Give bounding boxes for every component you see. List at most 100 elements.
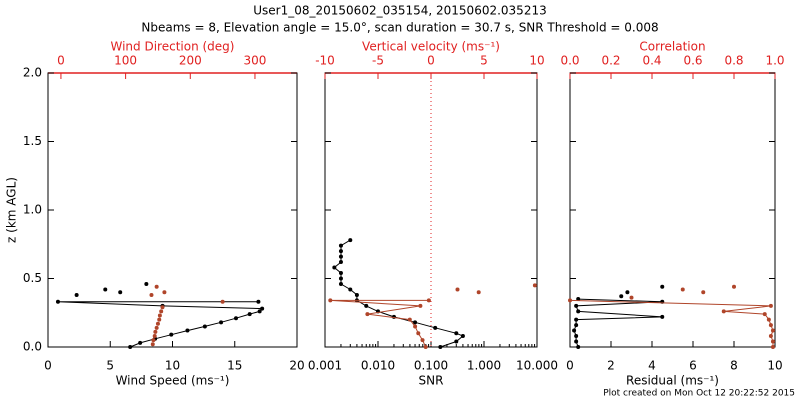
profile-point bbox=[625, 290, 630, 295]
profile-point bbox=[568, 298, 572, 303]
profile-point bbox=[144, 281, 149, 286]
x-tick-label: 15 bbox=[227, 359, 242, 373]
profile-point bbox=[151, 338, 156, 343]
x-tick-label: 0 bbox=[44, 359, 52, 373]
profile-point bbox=[247, 312, 252, 317]
profile-point bbox=[155, 321, 160, 326]
profile-point bbox=[732, 284, 736, 289]
profile-point bbox=[416, 331, 421, 336]
profile-point bbox=[454, 331, 459, 336]
x2-axis-label: Correlation bbox=[639, 40, 705, 54]
profile-point bbox=[420, 338, 425, 343]
profile-point bbox=[202, 324, 207, 329]
profile-point bbox=[619, 294, 624, 299]
chart-subtitle: Nbeams = 8, Elevation angle = 15.0°, sca… bbox=[141, 21, 658, 35]
profile-point bbox=[169, 332, 174, 337]
profile-point bbox=[768, 334, 773, 339]
profile-point bbox=[150, 342, 155, 347]
x2-tick-label: 200 bbox=[179, 54, 202, 68]
profile-point bbox=[576, 309, 581, 314]
x-axis-label: Wind Speed (ms⁻¹) bbox=[116, 374, 230, 388]
profile-point bbox=[260, 306, 265, 311]
x2-tick-label: 0.4 bbox=[642, 54, 661, 68]
x-axis-label: SNR bbox=[419, 374, 444, 388]
profile-point bbox=[476, 290, 481, 295]
x2-axis-label: Vertical velocity (ms⁻¹) bbox=[362, 40, 500, 54]
profile-point bbox=[160, 305, 165, 310]
x-tick-label: 8 bbox=[730, 359, 738, 373]
profile-point bbox=[338, 249, 343, 254]
plot-frame bbox=[569, 72, 776, 348]
x2-tick-label: 5 bbox=[480, 54, 488, 68]
x-tick-label: 10 bbox=[165, 359, 180, 373]
profile-point bbox=[455, 287, 460, 292]
profile-point bbox=[701, 290, 706, 295]
x2-tick-label: 0.2 bbox=[601, 54, 620, 68]
profile-line bbox=[57, 301, 264, 348]
profile-point bbox=[454, 339, 459, 344]
profile-point bbox=[572, 328, 577, 333]
profile-point bbox=[460, 334, 465, 339]
x-tick-label: 10.000 bbox=[516, 359, 558, 373]
profile-point bbox=[338, 254, 343, 259]
x2-tick-label: 0 bbox=[427, 54, 435, 68]
profile-point bbox=[162, 290, 167, 295]
x2-tick-label: -5 bbox=[372, 54, 384, 68]
profile-point bbox=[338, 276, 343, 281]
profile-point bbox=[768, 303, 773, 308]
profile-point bbox=[55, 299, 60, 304]
profile-point bbox=[74, 292, 79, 297]
profile-point bbox=[153, 329, 158, 334]
profile-point bbox=[338, 260, 343, 265]
x-tick-label: 2 bbox=[607, 359, 615, 373]
profile-point bbox=[574, 317, 579, 322]
profile-line bbox=[569, 299, 774, 347]
profile-point bbox=[220, 299, 225, 304]
x2-tick-label: 1.0 bbox=[765, 54, 784, 68]
profile-line bbox=[573, 298, 663, 348]
profile-point bbox=[680, 287, 685, 292]
profile-point bbox=[574, 303, 579, 308]
x-tick-label: 20 bbox=[289, 359, 304, 373]
chart-title: User1_08_20150602_035154, 20150602.03521… bbox=[253, 4, 546, 18]
profile-point bbox=[433, 325, 438, 330]
profile-point bbox=[256, 299, 261, 304]
x2-tick-label: -10 bbox=[315, 54, 335, 68]
profile-point bbox=[149, 292, 154, 297]
x-tick-label: 5 bbox=[106, 359, 114, 373]
profile-point bbox=[348, 238, 353, 243]
profile-point bbox=[770, 339, 775, 344]
profile-point bbox=[338, 271, 343, 276]
profile-point bbox=[348, 287, 353, 292]
profile-line bbox=[333, 239, 464, 348]
profile-point bbox=[364, 303, 369, 308]
y-tick-label: 2.0 bbox=[23, 66, 42, 80]
x2-tick-label: 0.0 bbox=[560, 54, 579, 68]
profile-point bbox=[766, 317, 771, 322]
x-tick-label: 0.010 bbox=[361, 359, 395, 373]
x2-axis-label: Wind Direction (deg) bbox=[111, 40, 235, 54]
profile-point bbox=[438, 345, 443, 349]
profile-point bbox=[338, 243, 343, 248]
profile-point bbox=[762, 312, 767, 317]
profile-point bbox=[154, 284, 159, 289]
profile-point bbox=[103, 287, 108, 292]
x-tick-label: 4 bbox=[648, 359, 656, 373]
profile-point bbox=[770, 345, 775, 349]
profile-point bbox=[332, 265, 337, 270]
profile-point bbox=[413, 320, 418, 325]
x2-tick-label: 100 bbox=[114, 54, 137, 68]
profile-point bbox=[768, 323, 773, 328]
profile-point bbox=[365, 312, 370, 317]
profile-point bbox=[413, 324, 418, 329]
x-tick-label: 0.100 bbox=[414, 359, 448, 373]
profile-point bbox=[118, 290, 123, 295]
profile-point bbox=[157, 317, 162, 322]
profile-point bbox=[532, 283, 537, 288]
profile-point bbox=[157, 313, 162, 318]
profile-point bbox=[418, 303, 423, 308]
profile-point bbox=[328, 298, 333, 303]
x2-tick-label: 0.6 bbox=[683, 54, 702, 68]
profile-point bbox=[257, 309, 262, 314]
